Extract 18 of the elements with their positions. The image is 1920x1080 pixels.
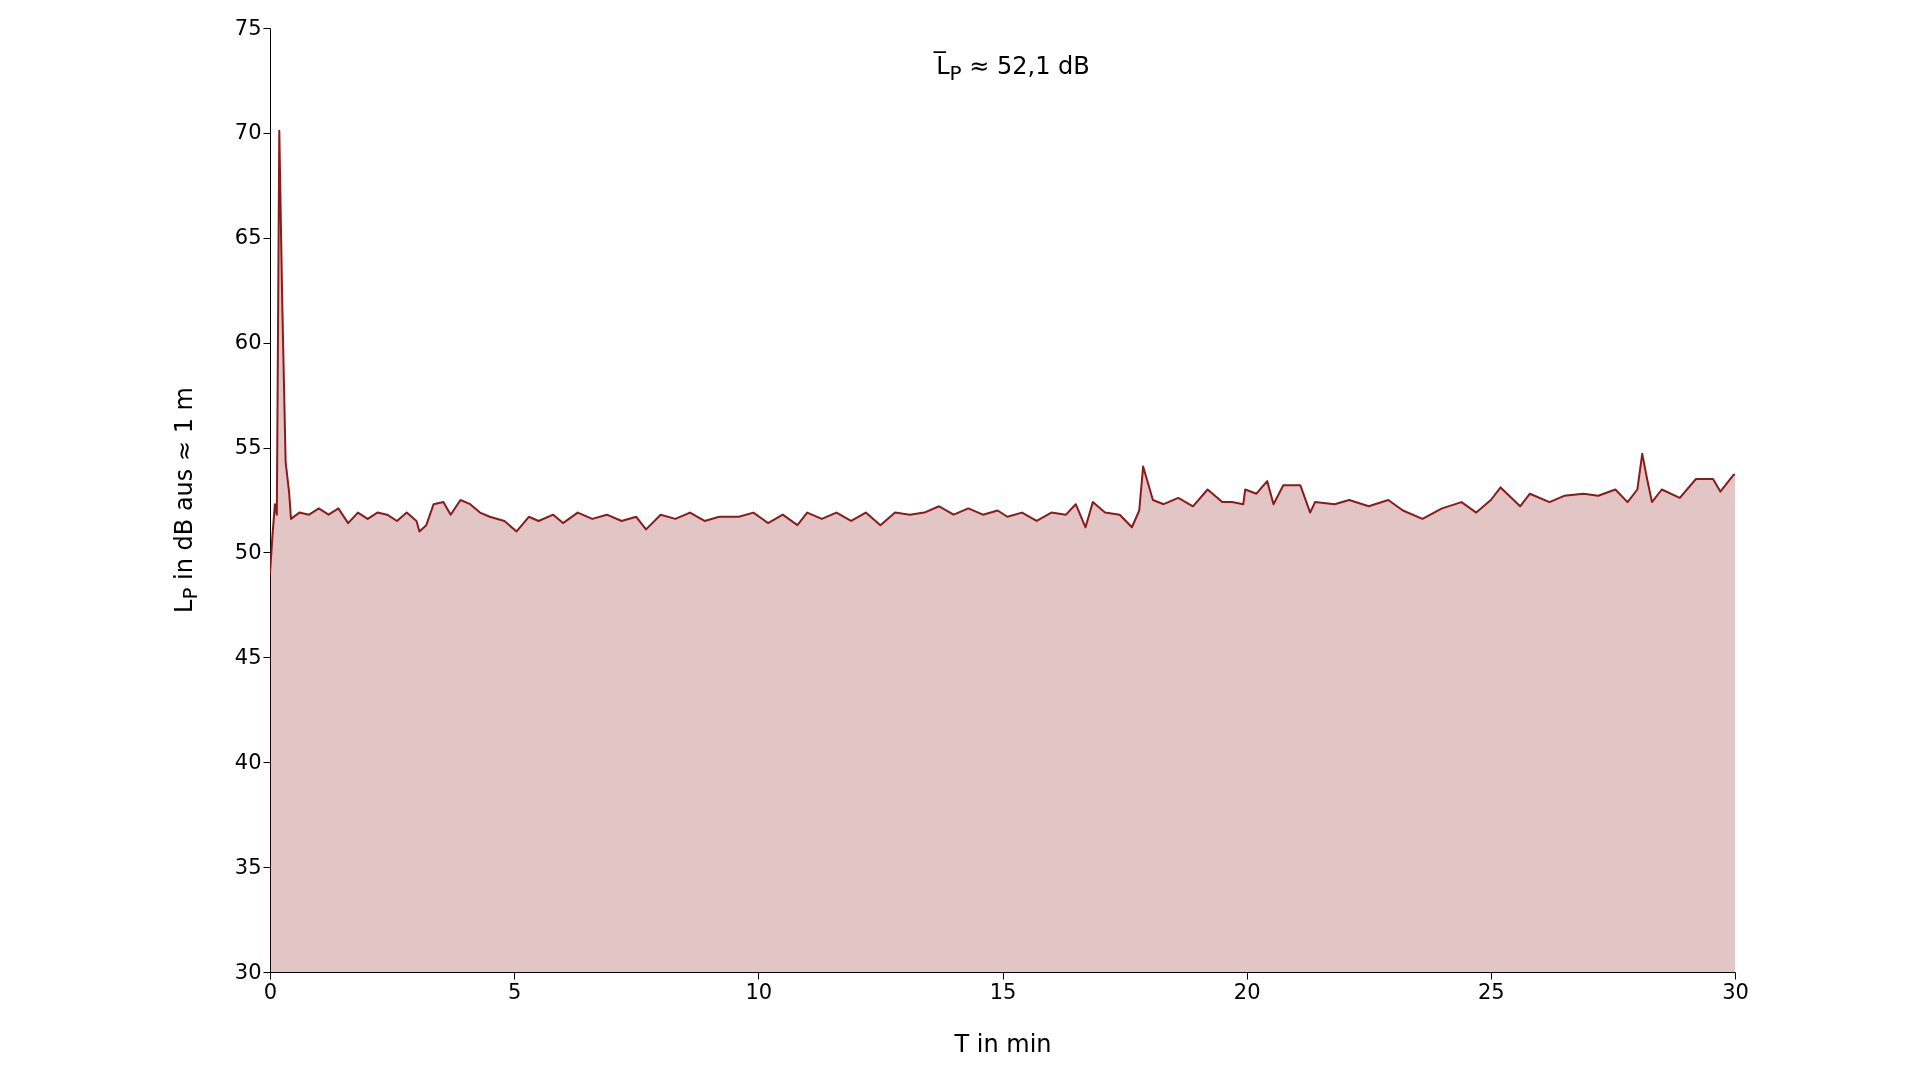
y-tick-label: 45 xyxy=(234,644,262,669)
x-tick-label: 20 xyxy=(1233,979,1261,1004)
y-tick-label: 75 xyxy=(234,15,262,40)
x-axis-title: T in min xyxy=(954,1030,1052,1058)
y-tick-label: 70 xyxy=(234,120,262,145)
y-tick-label: 65 xyxy=(234,225,262,250)
x-tick-label: 0 xyxy=(263,979,278,1004)
y-tick-label: 50 xyxy=(234,539,262,564)
x-tick-label: 25 xyxy=(1477,979,1505,1004)
y-tick-label: 35 xyxy=(234,854,262,879)
x-tick-label: 5 xyxy=(507,979,522,1004)
y-tick-label: 30 xyxy=(234,959,262,984)
x-tick-label: 15 xyxy=(989,979,1017,1004)
x-tick-label: 10 xyxy=(745,979,773,1004)
y-tick-label: 60 xyxy=(234,330,262,355)
y-tick-label: 55 xyxy=(234,435,262,460)
y-tick-label: 40 xyxy=(234,749,262,774)
x-tick-label: 30 xyxy=(1722,979,1749,1004)
